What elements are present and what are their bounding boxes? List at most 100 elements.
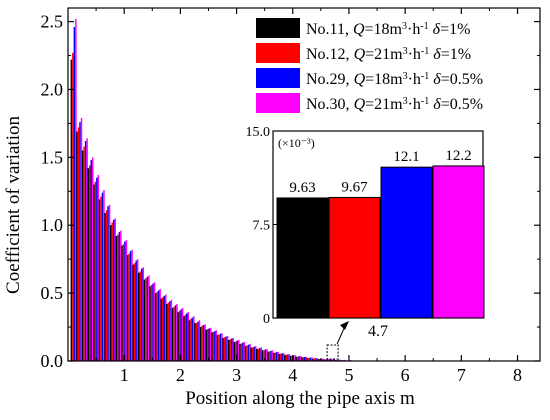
bar-no11-42 — [306, 358, 309, 361]
bar-no12-15 — [156, 291, 158, 361]
bar-no29-8 — [118, 232, 121, 361]
bar-no12-8 — [117, 234, 119, 361]
bar-no29-17 — [169, 301, 171, 361]
bar-no12-34 — [263, 350, 265, 361]
bar-no12-18 — [173, 306, 175, 361]
bar-no12-9 — [122, 244, 125, 361]
inset-bar-no29 — [380, 166, 433, 319]
bar-no30-30 — [243, 341, 246, 361]
x-tick-label: 8 — [513, 365, 522, 385]
bar-no11-24 — [205, 329, 207, 361]
bar-no12-46 — [330, 359, 333, 361]
inset-y-tick-label: 0 — [263, 312, 270, 327]
bar-no11-45 — [323, 359, 325, 361]
bar-no30-8 — [120, 230, 122, 361]
bar-no29-12 — [141, 268, 143, 361]
bar-no29-35 — [270, 350, 272, 361]
bar-no12-27 — [223, 337, 226, 361]
bar-no29-42 — [309, 357, 312, 361]
bar-no12-14 — [150, 284, 153, 361]
y-tick-label: 0.0 — [41, 351, 64, 371]
bar-no29-0 — [73, 27, 76, 361]
y-tick-label: 1.0 — [41, 215, 64, 235]
bar-no29-4 — [96, 177, 98, 361]
bar-no29-31 — [247, 344, 250, 361]
bar-no30-21 — [193, 316, 195, 361]
bar-no11-11 — [132, 264, 134, 361]
bar-no11-21 — [188, 320, 191, 361]
y-tick-label: 2.0 — [41, 79, 64, 99]
inset-x-label: 4.7 — [368, 323, 388, 340]
bar-no12-0 — [72, 52, 74, 362]
bar-no30-43 — [316, 358, 319, 361]
bar-no11-10 — [126, 255, 129, 361]
bar-no12-23 — [201, 325, 203, 361]
bar-no12-36 — [274, 352, 276, 361]
bar-no29-43 — [315, 358, 317, 361]
bar-no12-33 — [257, 348, 260, 361]
bar-no30-25 — [215, 330, 218, 361]
bar-no12-7 — [111, 222, 113, 361]
bar-no12-22 — [195, 322, 198, 361]
bar-no30-13 — [148, 275, 150, 361]
bar-no29-47 — [337, 359, 340, 361]
bar-no11-23 — [199, 327, 202, 361]
bar-no29-44 — [320, 358, 323, 361]
bar-no29-18 — [174, 305, 177, 361]
bar-no30-27 — [226, 335, 229, 361]
bar-no11-31 — [244, 346, 247, 361]
bar-no30-1 — [80, 117, 83, 361]
inset-y-tick-label: 15.0 — [246, 125, 271, 140]
main-bars — [70, 18, 352, 362]
bar-no30-31 — [249, 344, 251, 361]
bar-no30-12 — [142, 267, 145, 361]
x-tick-label: 2 — [176, 365, 185, 385]
bar-no30-45 — [327, 359, 330, 361]
inset-data-label: 9.67 — [341, 179, 368, 195]
bar-no30-23 — [204, 324, 206, 361]
legend-label: No.29, Q=18m3·h-1 δ=0.5% — [306, 71, 483, 89]
bar-no11-8 — [115, 236, 118, 361]
bar-no12-13 — [145, 278, 147, 361]
main-axes: 0.0 0.5 1.0 1.5 2.0 2.5 1 2 3 4 5 6 7 8 — [41, 7, 541, 385]
bar-no29-46 — [332, 359, 334, 361]
bar-no30-4 — [97, 175, 100, 361]
bar-no29-38 — [287, 354, 289, 361]
bar-no12-39 — [291, 355, 293, 361]
bar-no11-3 — [87, 168, 89, 361]
bar-no29-10 — [129, 251, 132, 361]
bar-no30-41 — [305, 356, 307, 361]
bar-no30-24 — [209, 327, 212, 361]
bar-no12-45 — [324, 359, 327, 361]
bar-no29-34 — [264, 349, 267, 361]
bar-no30-2 — [86, 138, 88, 361]
bar-no29-41 — [304, 356, 306, 361]
bar-no11-12 — [138, 272, 140, 361]
inset-bar-no11 — [276, 197, 329, 319]
bar-no12-21 — [190, 318, 192, 361]
bar-no11-40 — [295, 356, 297, 361]
bar-no12-42 — [308, 357, 310, 361]
bar-no12-37 — [280, 353, 282, 361]
bar-no29-45 — [326, 359, 328, 361]
plot-frame — [67, 7, 541, 362]
bar-no29-11 — [135, 260, 137, 361]
bar-no11-26 — [216, 335, 219, 361]
bar-no29-20 — [186, 313, 188, 361]
bar-no11-13 — [143, 279, 146, 361]
bar-no29-6 — [107, 206, 109, 361]
bar-no12-17 — [167, 302, 170, 361]
x-tick-label: 6 — [401, 365, 410, 385]
bar-no30-6 — [108, 204, 111, 361]
bar-no30-29 — [238, 339, 240, 361]
bar-no12-38 — [285, 354, 288, 361]
y-tick-label: 2.5 — [41, 12, 64, 32]
bar-no29-16 — [163, 295, 166, 361]
bar-no12-16 — [162, 297, 164, 361]
legend-label: No.30, Q=21m3·h-1 δ=0.5% — [306, 96, 483, 114]
bar-no12-43 — [313, 358, 316, 361]
legend: No.11, Q=18m3·h-1 δ=1% No.12, Q=21m3·h-1 … — [256, 18, 483, 113]
bar-no12-5 — [100, 196, 102, 361]
y-tick-label: 0.5 — [41, 283, 64, 303]
